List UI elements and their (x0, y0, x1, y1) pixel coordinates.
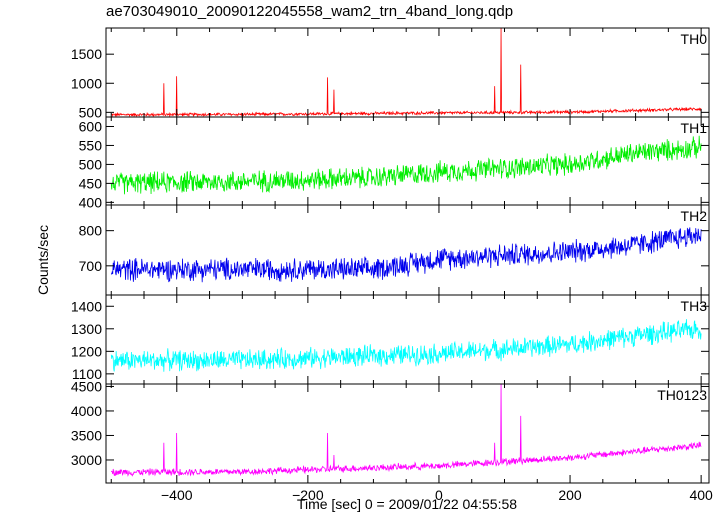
y-tick-label: 400 (79, 194, 103, 210)
panel-th0: 500 1000 1500 TH0 (71, 27, 710, 120)
panel-label: TH2 (681, 208, 708, 224)
panel-frame (105, 383, 710, 484)
y-tick-label: 3500 (71, 427, 102, 443)
y-tick-label: 1300 (71, 321, 102, 337)
x-tick-label: −200 (292, 487, 324, 503)
series-line-th0 (111, 28, 702, 117)
x-axis-label: Time [sec] 0 = 2009/01/22 04:55:58 (296, 496, 518, 512)
panel-th1: 400 450 500 550 600 TH1 (79, 116, 710, 210)
y-tick-label: 450 (79, 175, 103, 191)
series-line-th0123 (110, 384, 702, 477)
y-tick-label: 1200 (71, 343, 102, 359)
panel-label: TH3 (681, 298, 708, 314)
panel-frame (105, 27, 710, 118)
series-line-th2 (110, 227, 702, 283)
y-tick-label: 500 (79, 156, 103, 172)
y-tick-label: 1500 (71, 46, 102, 62)
x-tick-label: 0 (435, 487, 443, 503)
panel-th2: 700 800 TH2 (79, 204, 710, 296)
y-tick-label: 800 (79, 223, 103, 239)
series-line-th1 (110, 135, 702, 195)
y-tick-label: 1400 (71, 298, 102, 314)
panel-th0123: 3000 3500 4000 4500 TH0123 (71, 378, 710, 484)
y-tick-label: 4500 (71, 378, 102, 394)
panel-th3: 1100 1200 1300 1400 TH3 (71, 294, 710, 385)
panel-label: TH0 (681, 31, 708, 47)
y-tick-label: 600 (79, 118, 103, 134)
y-tick-label: 700 (79, 258, 103, 274)
y-tick-label: 4000 (71, 403, 102, 419)
series-line-th3 (110, 319, 702, 372)
chart-title: ae703049010_20090122045558_wam2_trn_4ban… (106, 3, 514, 20)
panel-label: TH0123 (657, 387, 707, 403)
panel-frame (105, 204, 710, 296)
y-tick-label: 500 (79, 104, 103, 120)
y-tick-label: 3000 (71, 452, 102, 468)
y-tick-label: 550 (79, 137, 103, 153)
y-tick-label: 1100 (72, 366, 102, 382)
panel-label: TH1 (681, 120, 708, 136)
x-tick-label: 400 (689, 487, 713, 503)
x-tick-label: 200 (558, 487, 582, 503)
y-tick-label: 1000 (71, 75, 102, 91)
x-tick-label: −400 (161, 487, 193, 503)
